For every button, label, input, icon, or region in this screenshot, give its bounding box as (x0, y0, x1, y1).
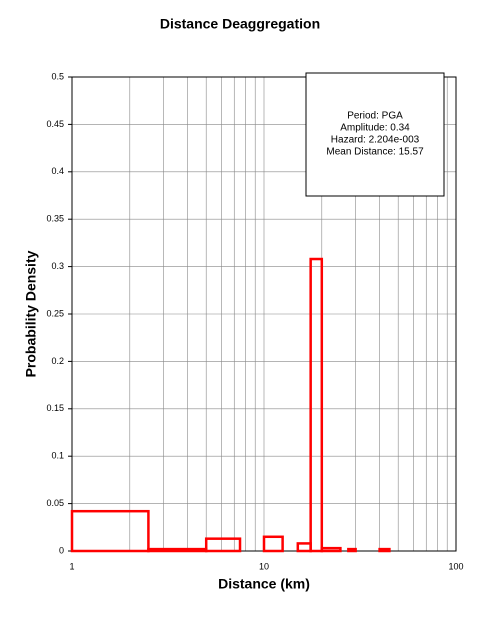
y-tick-label: 0.05 (46, 498, 64, 508)
y-tick-label: 0.15 (46, 403, 64, 413)
bar (204, 537, 242, 553)
annotation-text: Period: PGA (347, 111, 403, 122)
y-axis-label: Probability Density (23, 250, 39, 377)
y-tick-label: 0.1 (51, 451, 64, 461)
chart-title: Distance Deaggregation (160, 16, 320, 32)
annotation-text: Amplitude: 0.34 (340, 123, 410, 134)
bar (70, 509, 150, 553)
bar (378, 547, 391, 553)
bar (320, 546, 342, 553)
x-tick-label: 100 (448, 561, 463, 571)
y-tick-label: 0.3 (51, 261, 64, 271)
annotation-text: Hazard: 2.204e-003 (331, 135, 420, 146)
bar (296, 542, 312, 553)
bar (309, 257, 324, 553)
annotation-box (305, 72, 445, 197)
y-tick-label: 0.25 (46, 308, 64, 318)
y-tick-label: 0.4 (51, 166, 64, 176)
y-tick-label: 0.35 (46, 214, 64, 224)
bar (262, 535, 284, 553)
bar (147, 547, 208, 553)
y-tick-label: 0.5 (51, 71, 64, 81)
y-tick-label: 0.45 (46, 119, 64, 129)
x-tick-label: 10 (259, 561, 269, 571)
y-tick-label: 0.2 (51, 356, 64, 366)
x-axis-label: Distance (km) (218, 576, 310, 592)
x-tick-label: 1 (69, 561, 74, 571)
bar (347, 547, 357, 553)
y-tick-label: 0 (59, 545, 64, 555)
annotation-text: Mean Distance: 15.57 (326, 147, 424, 158)
